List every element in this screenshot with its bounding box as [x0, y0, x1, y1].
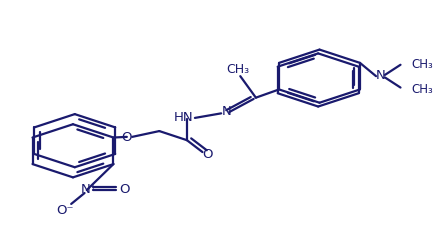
Text: CH₃: CH₃	[227, 63, 250, 76]
Text: CH₃: CH₃	[412, 58, 433, 71]
Text: HN: HN	[174, 111, 193, 124]
Text: O: O	[119, 182, 130, 196]
Text: N⁺: N⁺	[81, 182, 97, 196]
Text: O: O	[121, 131, 132, 144]
Text: O: O	[202, 147, 213, 160]
Text: O⁻: O⁻	[57, 203, 74, 216]
Text: CH₃: CH₃	[412, 83, 433, 96]
Text: N: N	[222, 105, 231, 118]
Text: N: N	[376, 69, 385, 82]
